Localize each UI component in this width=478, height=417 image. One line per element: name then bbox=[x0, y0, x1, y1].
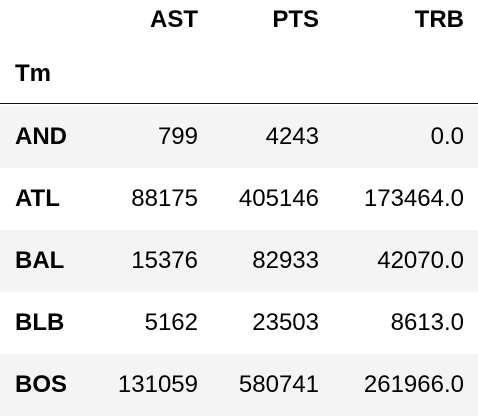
cell-pts: 580741 bbox=[238, 371, 319, 398]
cell-pts: 4243 bbox=[265, 123, 319, 150]
cell-pts: 23503 bbox=[252, 309, 319, 336]
table-row: AND 799 4243 0.0 bbox=[0, 106, 478, 168]
row-index: BLB bbox=[15, 309, 65, 336]
cell-pts: 82933 bbox=[252, 247, 319, 274]
table-body: AND 799 4243 0.0 ATL 88175 405146 173464… bbox=[0, 106, 478, 416]
row-index: BOS bbox=[15, 371, 68, 398]
column-header-trb: TRB bbox=[414, 6, 464, 33]
cell-ast: 799 bbox=[157, 123, 198, 150]
column-header-row: AST PTS TRB bbox=[0, 0, 478, 40]
cell-pts: 405146 bbox=[238, 185, 319, 212]
table-row: BLB 5162 23503 8613.0 bbox=[0, 292, 478, 354]
column-header-pts: PTS bbox=[272, 6, 319, 33]
cell-trb: 0.0 bbox=[430, 123, 464, 150]
cell-ast: 131059 bbox=[117, 371, 198, 398]
table-row: ATL 88175 405146 173464.0 bbox=[0, 168, 478, 230]
cell-ast: 15376 bbox=[131, 247, 198, 274]
cell-trb: 173464.0 bbox=[363, 185, 464, 212]
index-name-row: Tm bbox=[0, 40, 478, 104]
table-row: BAL 15376 82933 42070.0 bbox=[0, 230, 478, 292]
cell-ast: 5162 bbox=[144, 309, 198, 336]
cell-ast: 88175 bbox=[131, 185, 198, 212]
column-header-ast: AST bbox=[150, 6, 198, 33]
index-name: Tm bbox=[15, 60, 51, 87]
cell-trb: 8613.0 bbox=[390, 309, 464, 336]
cell-trb: 42070.0 bbox=[377, 247, 464, 274]
row-index: BAL bbox=[15, 247, 65, 274]
cell-trb: 261966.0 bbox=[363, 371, 464, 398]
row-index: ATL bbox=[15, 185, 60, 212]
row-index: AND bbox=[15, 123, 67, 150]
table-row: BOS 131059 580741 261966.0 bbox=[0, 354, 478, 416]
